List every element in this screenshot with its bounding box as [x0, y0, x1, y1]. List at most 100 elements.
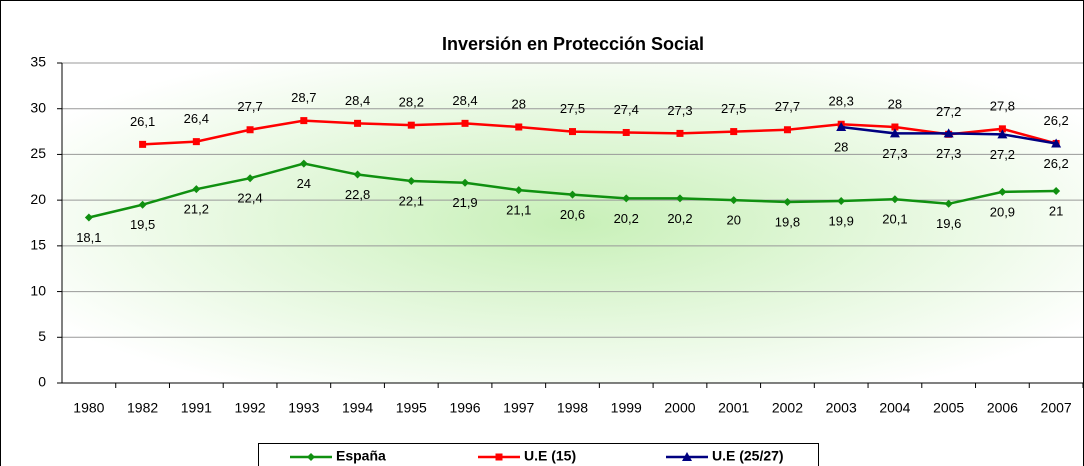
legend-label: U.E (25/27) [712, 448, 784, 464]
data-point [890, 195, 899, 204]
data-label: 28,4 [345, 93, 370, 108]
data-point [622, 128, 630, 136]
y-tick-label: 35 [30, 54, 46, 70]
data-label: 28,4 [452, 93, 477, 108]
data-point [84, 213, 93, 222]
data-label: 20,2 [667, 211, 692, 226]
data-point [675, 194, 684, 203]
data-point [944, 199, 953, 208]
x-tick-label: 1991 [181, 400, 212, 416]
data-point [138, 200, 147, 209]
data-point [139, 140, 147, 148]
data-label: 27,3 [936, 146, 961, 161]
data-point [1052, 187, 1061, 195]
legend-box [258, 443, 819, 466]
data-label: 26,2 [1043, 113, 1068, 128]
data-point [246, 126, 254, 134]
legend-marker [495, 453, 503, 461]
data-label: 19,9 [829, 213, 854, 228]
data-label: 27,2 [936, 104, 961, 119]
data-point [891, 123, 899, 131]
data-point [192, 185, 201, 194]
data-label: 27,2 [990, 147, 1015, 162]
x-tick-label: 2006 [987, 400, 1018, 416]
data-point [1051, 138, 1062, 148]
data-label: 27,5 [721, 101, 746, 116]
data-point [943, 128, 954, 138]
y-tick-label: 10 [30, 282, 46, 298]
x-tick-label: 1980 [73, 400, 104, 416]
data-label: 28 [512, 96, 526, 111]
data-point [246, 174, 255, 183]
legend-marker [682, 452, 692, 461]
data-label: 19,5 [130, 217, 155, 232]
data-label: 18,1 [76, 230, 101, 245]
x-tick-label: 1993 [288, 400, 319, 416]
data-label: 28 [888, 96, 902, 111]
data-point [836, 122, 847, 131]
data-point [299, 159, 308, 168]
data-label: 22,8 [345, 187, 370, 202]
x-tick-label: 1995 [396, 400, 427, 416]
data-point [407, 121, 415, 129]
x-tick-label: 2000 [664, 400, 695, 416]
y-tick-label: 0 [38, 374, 46, 390]
y-tick-label: 25 [30, 145, 46, 161]
x-tick-label: 1994 [342, 400, 373, 416]
data-point [676, 129, 684, 137]
data-label: 20,6 [560, 207, 585, 222]
data-point [998, 125, 1006, 133]
data-point [354, 119, 362, 127]
data-label: 27,3 [667, 103, 692, 118]
data-point [783, 197, 792, 206]
data-label: 26,4 [184, 111, 209, 126]
data-point [783, 126, 791, 134]
series-line [142, 119, 1057, 146]
data-point [569, 128, 576, 136]
data-label: 27,7 [775, 99, 800, 114]
data-label: 20,9 [990, 204, 1015, 219]
legend-label: U.E (15) [524, 448, 576, 464]
legend-label: España [336, 448, 386, 464]
data-label: 26,1 [130, 114, 155, 129]
data-point [461, 178, 470, 187]
data-point [515, 123, 523, 131]
y-tick-label: 30 [30, 99, 46, 115]
data-label: 27,5 [560, 101, 585, 116]
data-label: 27,7 [237, 99, 262, 114]
data-point [353, 170, 362, 179]
data-label: 28,3 [829, 94, 854, 109]
data-label: 21,1 [506, 203, 531, 218]
data-label: 27,3 [882, 146, 907, 161]
data-point [300, 117, 308, 125]
data-point [730, 128, 738, 136]
data-point [461, 119, 469, 127]
x-tick-label: 1996 [449, 400, 480, 416]
data-label: 22,1 [399, 193, 424, 208]
data-label: 27,8 [990, 98, 1015, 113]
data-point [997, 129, 1008, 139]
x-tick-label: 1992 [235, 400, 266, 416]
data-point [729, 196, 738, 205]
data-label: 21 [1049, 203, 1063, 218]
data-label: 26,2 [1043, 156, 1068, 171]
x-tick-label: 1982 [127, 400, 158, 416]
data-point [837, 197, 846, 206]
data-label: 19,8 [775, 214, 800, 229]
data-point [568, 190, 577, 199]
data-label: 21,2 [184, 202, 209, 217]
data-label: 24 [297, 176, 311, 191]
x-tick-label: 2003 [826, 400, 857, 416]
data-label: 28,7 [291, 90, 316, 105]
x-tick-label: 2004 [879, 400, 910, 416]
data-label: 28 [834, 139, 848, 154]
data-point [889, 128, 900, 138]
x-tick-label: 2002 [772, 400, 803, 416]
data-label: 20,2 [614, 211, 639, 226]
chart-title: Inversión en Protección Social [442, 34, 704, 54]
data-point [514, 186, 523, 195]
data-label: 20 [726, 213, 740, 228]
data-label: 19,6 [936, 216, 961, 231]
